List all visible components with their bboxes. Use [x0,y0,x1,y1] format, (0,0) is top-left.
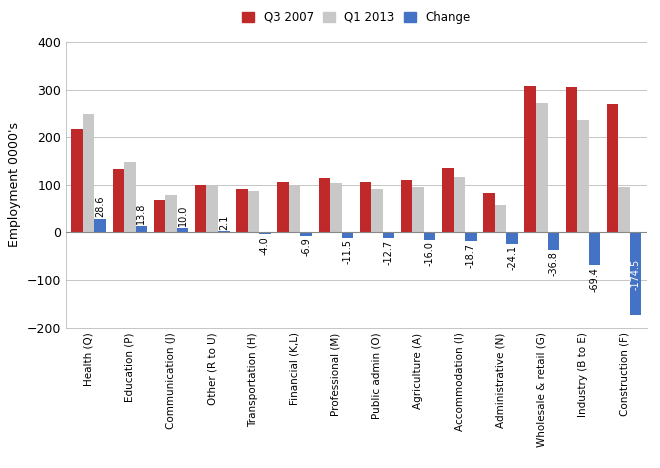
Bar [165,195,177,233]
Bar [383,233,394,239]
Bar [401,180,412,233]
Legend: Q3 2007, Q1 2013, Change: Q3 2007, Q1 2013, Change [242,11,471,24]
Bar [94,219,106,233]
Bar [154,200,165,233]
Bar [506,233,518,244]
Text: -11.5: -11.5 [343,239,352,264]
Text: -16.0: -16.0 [425,241,435,266]
Bar [453,177,465,233]
Text: -12.7: -12.7 [383,240,393,265]
Text: -36.8: -36.8 [548,251,558,276]
Bar [113,169,124,233]
Bar [465,233,477,241]
Bar [525,86,536,233]
Bar [83,115,94,233]
Text: 13.8: 13.8 [137,203,147,225]
Bar [412,187,424,233]
Text: -6.9: -6.9 [301,237,311,256]
Bar [607,104,618,233]
Bar [330,183,342,233]
Bar [618,187,630,233]
Bar [371,189,383,233]
Bar [277,183,289,233]
Bar [495,205,506,233]
Bar [135,226,147,233]
Bar [177,227,188,233]
Text: -4.0: -4.0 [260,236,270,255]
Bar [71,129,83,233]
Bar [300,233,312,236]
Bar [442,168,453,233]
Text: 2.1: 2.1 [218,215,229,230]
Bar [195,185,207,233]
Bar [342,233,353,238]
Text: -18.7: -18.7 [466,243,476,268]
Bar [207,186,218,233]
Bar [424,233,436,240]
Bar [536,103,548,233]
Bar [578,120,589,233]
Bar [360,183,371,233]
Bar [236,189,248,233]
Bar [566,88,578,233]
Bar [548,233,559,250]
Bar [319,178,330,233]
Bar [218,232,230,233]
Text: 10.0: 10.0 [178,205,187,226]
Bar [483,193,495,233]
Text: -174.5: -174.5 [631,258,641,290]
Y-axis label: Employment 0000's: Employment 0000's [8,122,21,248]
Bar [124,162,135,233]
Text: -24.1: -24.1 [507,245,517,271]
Text: -69.4: -69.4 [589,267,599,292]
Bar [589,233,600,265]
Bar [630,233,642,315]
Bar [259,233,271,234]
Text: 28.6: 28.6 [95,196,105,218]
Bar [289,186,300,233]
Bar [248,191,259,233]
